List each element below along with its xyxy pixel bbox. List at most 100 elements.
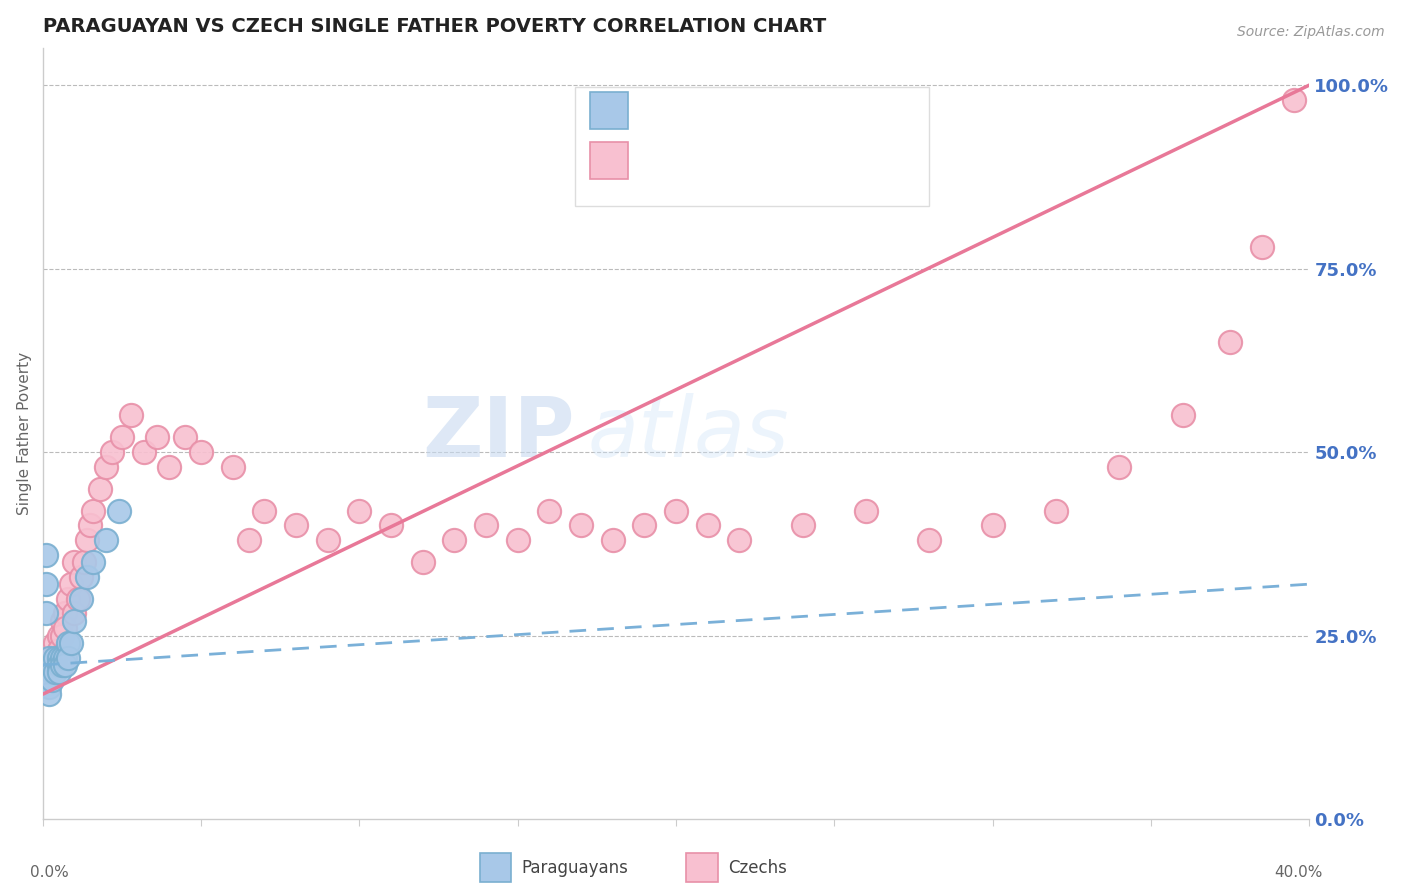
Point — [63, 607, 86, 621]
Point — [602, 533, 624, 547]
Point — [48, 657, 70, 672]
Point — [44, 636, 66, 650]
Point — [285, 518, 308, 533]
Point — [443, 533, 465, 547]
Point — [174, 430, 197, 444]
Text: atlas: atlas — [588, 393, 789, 475]
Point — [1108, 459, 1130, 474]
Text: N = 61: N = 61 — [796, 151, 863, 169]
Point — [981, 518, 1004, 533]
Point — [253, 504, 276, 518]
Point — [190, 445, 212, 459]
Point — [41, 665, 63, 680]
Point — [89, 482, 111, 496]
Point — [107, 504, 129, 518]
Point — [69, 570, 91, 584]
Point — [1219, 334, 1241, 349]
Point — [349, 504, 371, 518]
Text: Source: ZipAtlas.com: Source: ZipAtlas.com — [1237, 25, 1385, 39]
Point — [38, 680, 60, 694]
FancyBboxPatch shape — [591, 143, 628, 179]
Text: ZIP: ZIP — [422, 393, 575, 475]
Point — [82, 555, 104, 569]
Point — [60, 577, 83, 591]
Point — [35, 577, 58, 591]
Point — [506, 533, 529, 547]
Point — [918, 533, 941, 547]
Point — [48, 643, 70, 657]
Point — [51, 657, 73, 672]
Point — [48, 665, 70, 680]
Point — [73, 555, 96, 569]
Point — [38, 650, 60, 665]
Point — [94, 533, 117, 547]
Point — [41, 673, 63, 687]
Text: 40.0%: 40.0% — [1274, 865, 1322, 880]
Point — [665, 504, 688, 518]
Point — [44, 650, 66, 665]
Point — [56, 650, 79, 665]
Point — [35, 607, 58, 621]
Point — [69, 591, 91, 606]
Point — [44, 650, 66, 665]
Point — [38, 657, 60, 672]
Point — [41, 650, 63, 665]
Point — [48, 628, 70, 642]
Point — [1251, 239, 1274, 253]
Point — [35, 548, 58, 562]
Point — [855, 504, 877, 518]
Point — [94, 459, 117, 474]
Point — [412, 555, 434, 569]
Point — [111, 430, 134, 444]
Point — [538, 504, 561, 518]
FancyBboxPatch shape — [686, 853, 718, 882]
Point — [51, 650, 73, 665]
Point — [51, 628, 73, 642]
Point — [792, 518, 814, 533]
Point — [569, 518, 592, 533]
Text: Czechs: Czechs — [728, 859, 787, 878]
Point — [1282, 93, 1305, 107]
Point — [101, 445, 124, 459]
Point — [316, 533, 339, 547]
Point — [380, 518, 402, 533]
Point — [53, 657, 76, 672]
Point — [132, 445, 155, 459]
FancyBboxPatch shape — [575, 87, 929, 206]
Text: R =  0.521: R = 0.521 — [641, 151, 745, 169]
Point — [79, 518, 101, 533]
Point — [51, 614, 73, 628]
Point — [41, 665, 63, 680]
Point — [38, 665, 60, 680]
Text: N = 29: N = 29 — [796, 101, 863, 119]
Point — [38, 687, 60, 701]
Point — [159, 459, 181, 474]
Point — [41, 657, 63, 672]
Text: PARAGUAYAN VS CZECH SINGLE FATHER POVERTY CORRELATION CHART: PARAGUAYAN VS CZECH SINGLE FATHER POVERT… — [42, 17, 827, 36]
Y-axis label: Single Father Poverty: Single Father Poverty — [17, 352, 32, 516]
Point — [76, 533, 98, 547]
Point — [35, 665, 58, 680]
Point — [60, 636, 83, 650]
FancyBboxPatch shape — [479, 853, 512, 882]
Point — [238, 533, 260, 547]
Point — [82, 504, 104, 518]
Point — [44, 665, 66, 680]
Point — [222, 459, 245, 474]
Point — [633, 518, 655, 533]
Point — [63, 555, 86, 569]
Point — [63, 614, 86, 628]
Point — [728, 533, 751, 547]
Point — [146, 430, 169, 444]
Point — [1171, 409, 1194, 423]
Point — [38, 673, 60, 687]
Point — [1045, 504, 1067, 518]
Point — [56, 591, 79, 606]
Point — [696, 518, 718, 533]
Point — [48, 650, 70, 665]
Point — [38, 665, 60, 680]
Point — [53, 650, 76, 665]
Text: 0.0%: 0.0% — [30, 865, 69, 880]
Text: R = 0.020: R = 0.020 — [641, 101, 738, 119]
Point — [475, 518, 498, 533]
